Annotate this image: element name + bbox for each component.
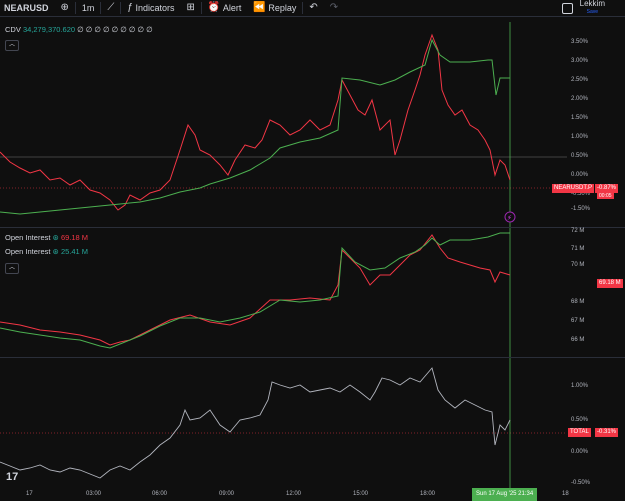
axis-tick: 1.00% <box>571 383 589 389</box>
cdv-red-series <box>0 33 511 211</box>
oi-legend-value: 69.18 M <box>60 233 89 242</box>
time-tick: 15:00 <box>353 491 369 497</box>
alert-button[interactable]: ⏰ Alert <box>202 0 247 16</box>
oi-legend-name: Open Interest <box>5 247 51 256</box>
divider <box>120 2 122 14</box>
symbol-search-button[interactable]: NEARUSD <box>4 3 49 13</box>
chevron-up-icon: ︿ <box>8 265 15 271</box>
time-tick: 06:00 <box>152 491 168 497</box>
cdv-legend-value: 34,279,370.620 <box>22 25 76 34</box>
time-tick: 09:00 <box>219 491 235 497</box>
line-chart-icon: ⟋ <box>107 2 115 13</box>
replay-label: Replay <box>268 3 297 13</box>
replay-button[interactable]: ⏪ Replay <box>247 0 302 16</box>
axis-tick: -1.50% <box>571 206 591 212</box>
indicators-label: Indicators <box>135 3 175 13</box>
axis-tick: -0.50% <box>571 480 591 486</box>
open-interest-legend-2[interactable]: Open Interest ⊛ 25.41 M <box>5 247 88 256</box>
symbol-price-badge: NEARUSDT.P <box>552 184 595 193</box>
alert-label: Alert <box>222 3 242 13</box>
countdown-badge: 00:05 <box>597 193 614 199</box>
add-symbol-button[interactable]: ⊕ <box>55 0 75 16</box>
redo-icon: ↷ <box>329 2 339 13</box>
oi-legend-name: Open Interest <box>5 233 51 242</box>
time-tick: 17 <box>26 491 33 497</box>
axis-tick: 2.00% <box>571 96 589 102</box>
axis-tick: 2.50% <box>571 77 589 83</box>
axis-tick: 0.50% <box>571 417 589 423</box>
layout-user: Lekkim <box>579 0 605 8</box>
axis-tick: 3.50% <box>571 39 589 45</box>
alarm-clock-icon: ⏰ <box>207 2 221 13</box>
undo-button[interactable]: ↶ <box>303 0 323 16</box>
cdv-legend[interactable]: CDV 34,279,370.620 ∅ ∅ ∅ ∅ ∅ ∅ ∅ ∅ ∅ <box>5 25 153 34</box>
time-axis[interactable]: 17 03:00 06:00 09:00 12:00 15:00 18:00 1… <box>0 488 625 501</box>
pane-divider[interactable] <box>0 227 625 228</box>
top-toolbar: NEARUSD ⊕ 1m ⟋ ƒ Indicators ⊞ ⏰ Alert ⏪ … <box>0 0 625 17</box>
layout-name[interactable]: Lekkim Save <box>580 0 605 16</box>
axis-tick: 0.00% <box>571 172 589 178</box>
redo-button[interactable]: ↷ <box>324 0 344 16</box>
axis-tick: 66 M <box>571 337 585 343</box>
indicators-button[interactable]: ƒ Indicators <box>121 0 180 16</box>
axis-tick: 1.00% <box>571 134 589 140</box>
indicators-icon: ƒ <box>127 2 133 13</box>
cdv-price-axis[interactable]: 3.50% 3.00% 2.50% 2.00% 1.50% 1.00% 0.50… <box>567 22 625 227</box>
alert-marker-icon <box>504 211 516 223</box>
oi-value-badge: 69.18 M <box>597 279 623 288</box>
total-series <box>0 367 511 479</box>
axis-tick: 1.50% <box>571 115 589 121</box>
divider <box>302 2 304 14</box>
axis-tick: -0.50% <box>571 191 591 197</box>
save-label: Save <box>586 9 599 15</box>
divider <box>74 2 76 14</box>
axis-tick: 70 M <box>571 262 585 268</box>
axis-tick: 71 M <box>571 246 585 252</box>
axis-tick: 67 M <box>571 318 585 324</box>
cursor-time-label: Sun 17 Aug '25 21:34 <box>472 488 538 501</box>
oi-legend-value: 25.41 M <box>60 247 89 256</box>
undo-icon: ↶ <box>309 2 318 13</box>
axis-tick: 3.00% <box>571 58 589 64</box>
open-interest-red-series <box>0 234 511 346</box>
collapse-legend-button[interactable]: ︿ <box>5 263 19 274</box>
divider <box>100 2 102 14</box>
layouts-button[interactable]: ⊞ <box>181 0 201 16</box>
pane-divider[interactable] <box>0 357 625 358</box>
eye-icon[interactable]: ⊛ <box>52 233 59 242</box>
replay-icon: ⏪ <box>253 2 266 13</box>
open-interest-legend-1[interactable]: Open Interest ⊛ 69.18 M <box>5 233 88 242</box>
total-value-badge: -0.31% <box>595 428 619 437</box>
axis-tick: 68 M <box>571 299 585 305</box>
total-label-badge: TOTAL <box>568 428 591 437</box>
cdv-legend-extra: ∅ ∅ ∅ ∅ ∅ ∅ ∅ ∅ ∅ <box>77 25 153 34</box>
badge-label: NEARUSDT.P <box>554 185 593 191</box>
badge-value: -0.87% <box>597 185 617 191</box>
open-interest-green-series <box>0 232 510 349</box>
chart-type-button[interactable]: ⟋ <box>101 0 120 16</box>
axis-tick: 0.00% <box>571 449 589 455</box>
cdv-green-series <box>0 38 510 215</box>
interval-button[interactable]: 1m <box>81 3 95 13</box>
fullscreen-icon[interactable] <box>562 3 573 14</box>
plus-circle-icon: ⊕ <box>60 2 69 13</box>
axis-tick: 72 M <box>571 228 585 234</box>
time-tick: 03:00 <box>86 491 102 497</box>
grid-icon: ⊞ <box>186 2 195 13</box>
time-tick: 18:00 <box>420 491 436 497</box>
cdv-legend-name: CDV <box>5 25 21 34</box>
axis-tick: 0.50% <box>571 153 589 159</box>
eye-icon[interactable]: ⊛ <box>52 247 59 256</box>
lightning-icon: ⚡ <box>507 214 512 222</box>
cdv-value-badge: -0.87% <box>595 184 619 193</box>
tradingview-logo[interactable]: 17 <box>6 471 19 483</box>
total-axis[interactable]: 1.00% 0.50% 0.00% -0.50% <box>567 358 625 488</box>
time-tick: 12:00 <box>286 491 302 497</box>
time-tick: 18 <box>562 491 569 497</box>
oi-axis[interactable]: 72 M 71 M 70 M 68 M 67 M 66 M <box>567 228 625 357</box>
collapse-legend-button[interactable]: ︿ <box>5 40 19 51</box>
chevron-up-icon: ︿ <box>8 42 15 48</box>
divider <box>200 2 202 14</box>
